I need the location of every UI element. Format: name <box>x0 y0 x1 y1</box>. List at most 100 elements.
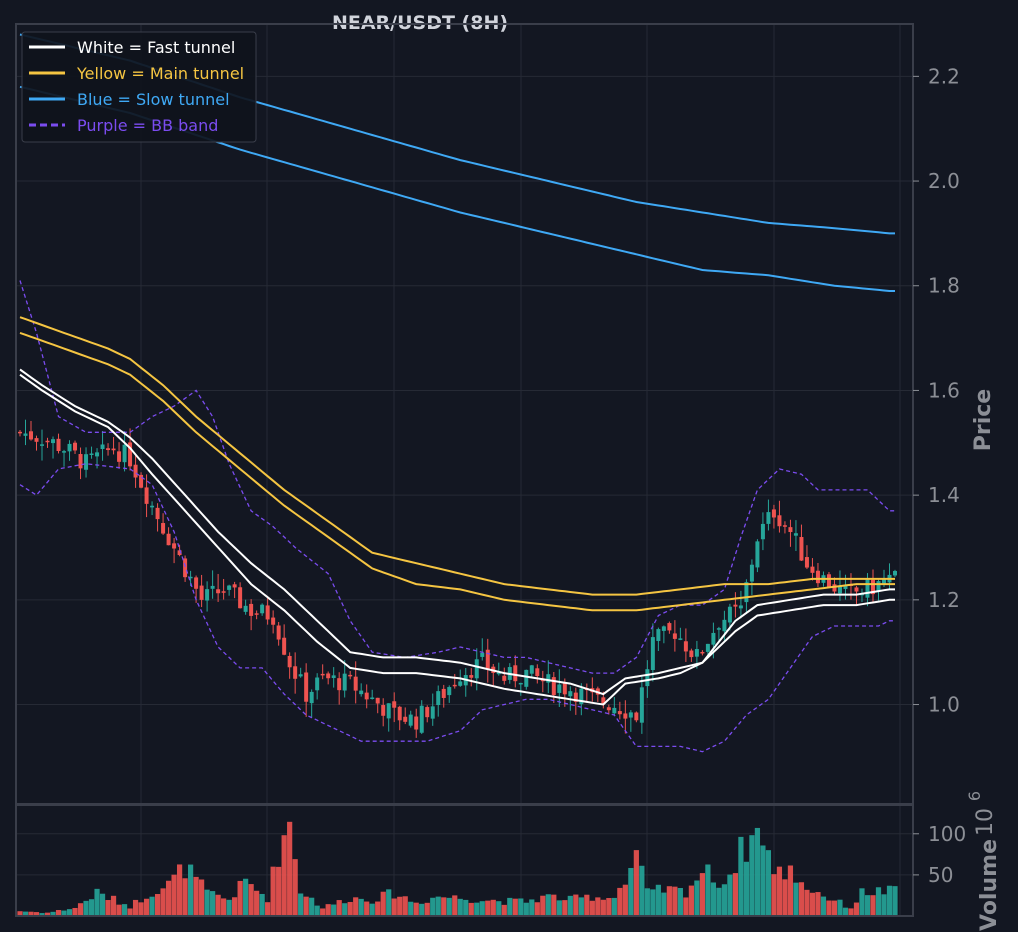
candle-body <box>106 448 111 451</box>
fast-tunnel-upper-line <box>19 368 895 696</box>
volume-bar <box>77 903 84 916</box>
candle-body <box>425 707 430 718</box>
candle-body <box>793 533 798 536</box>
volume-bar <box>160 888 166 916</box>
candle-body <box>881 579 886 585</box>
volume-bar <box>110 895 117 916</box>
volume-bar <box>721 884 728 916</box>
candle-body <box>766 512 771 524</box>
volume-bar <box>386 889 392 916</box>
volume-bar <box>215 894 221 916</box>
candle-body <box>436 691 441 706</box>
bb-upper-line <box>19 280 895 674</box>
candle-body <box>95 452 100 457</box>
main-tunnel-lower-line <box>19 331 895 612</box>
volume-bar <box>705 864 711 916</box>
volume-bar <box>606 898 612 916</box>
candle-body <box>331 675 336 679</box>
price-axis-label: Price <box>971 389 996 451</box>
volume-bar <box>331 904 337 916</box>
volume-bar <box>358 898 364 916</box>
volume-bar <box>507 897 513 916</box>
volume-bar <box>468 902 474 916</box>
candle-body <box>749 564 754 582</box>
volume-bar <box>826 900 832 916</box>
candle-body <box>304 672 309 702</box>
volume-bar <box>578 897 584 916</box>
candle-body <box>562 683 567 695</box>
candle-body <box>155 507 160 520</box>
candle-body <box>397 706 402 721</box>
volume-bar <box>408 901 414 916</box>
candle-body <box>843 585 848 589</box>
candle-body <box>694 649 699 657</box>
candle-body <box>348 674 353 677</box>
volume-bar <box>303 896 309 916</box>
bb-lower-line <box>19 463 895 753</box>
candle-body <box>474 659 479 679</box>
candle-body <box>700 651 705 654</box>
volume-bar <box>567 895 573 916</box>
volume-bar <box>650 889 656 916</box>
candle-body <box>777 515 782 527</box>
fast-tunnel-lower-line <box>19 373 895 706</box>
volume-bar <box>254 890 260 916</box>
volume-bar <box>804 889 810 916</box>
volume-bar <box>430 897 436 916</box>
volume-bar <box>457 898 463 916</box>
candle-body <box>441 688 446 698</box>
volume-bar <box>380 891 386 916</box>
candle-body <box>293 666 298 679</box>
legend-box <box>21 31 257 143</box>
main-tunnel-upper-line <box>19 316 895 596</box>
volume-bar <box>435 896 441 916</box>
candle-body <box>73 442 78 451</box>
candle-body <box>364 692 369 700</box>
volume-bar <box>424 902 430 916</box>
volume-bar <box>204 889 210 916</box>
volume-bar <box>336 900 342 916</box>
volume-bar <box>88 899 95 916</box>
candle-body <box>650 637 655 671</box>
candle-body <box>392 701 397 708</box>
candle-body <box>480 652 485 657</box>
candle-body <box>34 438 39 442</box>
volume-bar <box>314 905 320 916</box>
volume-bar <box>243 878 249 916</box>
volume-bar <box>496 901 502 916</box>
volume-bar <box>617 887 623 916</box>
volume-bar <box>815 892 821 916</box>
volume-bar <box>397 896 403 916</box>
volume-tick-label: 50 <box>928 863 953 887</box>
candle-body <box>568 691 573 697</box>
volume-bar <box>364 901 370 916</box>
volume-bar <box>490 899 496 916</box>
volume-bar <box>66 909 73 916</box>
candle-body <box>205 589 210 601</box>
volume-exponent: 6 <box>965 791 984 801</box>
candle-body <box>78 454 83 469</box>
volume-bar <box>798 882 805 916</box>
candle-body <box>782 525 787 527</box>
candle-body <box>122 444 127 463</box>
volume-bar <box>413 902 419 916</box>
legend: White = Fast tunnel Yellow = Main tunnel B… <box>21 31 257 143</box>
volume-bar <box>820 896 827 916</box>
volume-bar <box>292 859 298 916</box>
volume-bar <box>221 898 227 916</box>
candle-body <box>381 705 386 716</box>
candle-body <box>606 707 611 711</box>
volume-bar <box>154 894 161 916</box>
volume-bar <box>710 882 716 916</box>
candle-body <box>128 442 133 467</box>
candle-body <box>469 675 474 678</box>
volume-bar <box>611 897 617 916</box>
candle-body <box>876 581 881 591</box>
volume-bar <box>485 900 491 916</box>
volume-bar <box>22 911 29 916</box>
candle-body <box>342 673 347 691</box>
candle-body <box>320 673 325 676</box>
candle-body <box>40 444 45 446</box>
